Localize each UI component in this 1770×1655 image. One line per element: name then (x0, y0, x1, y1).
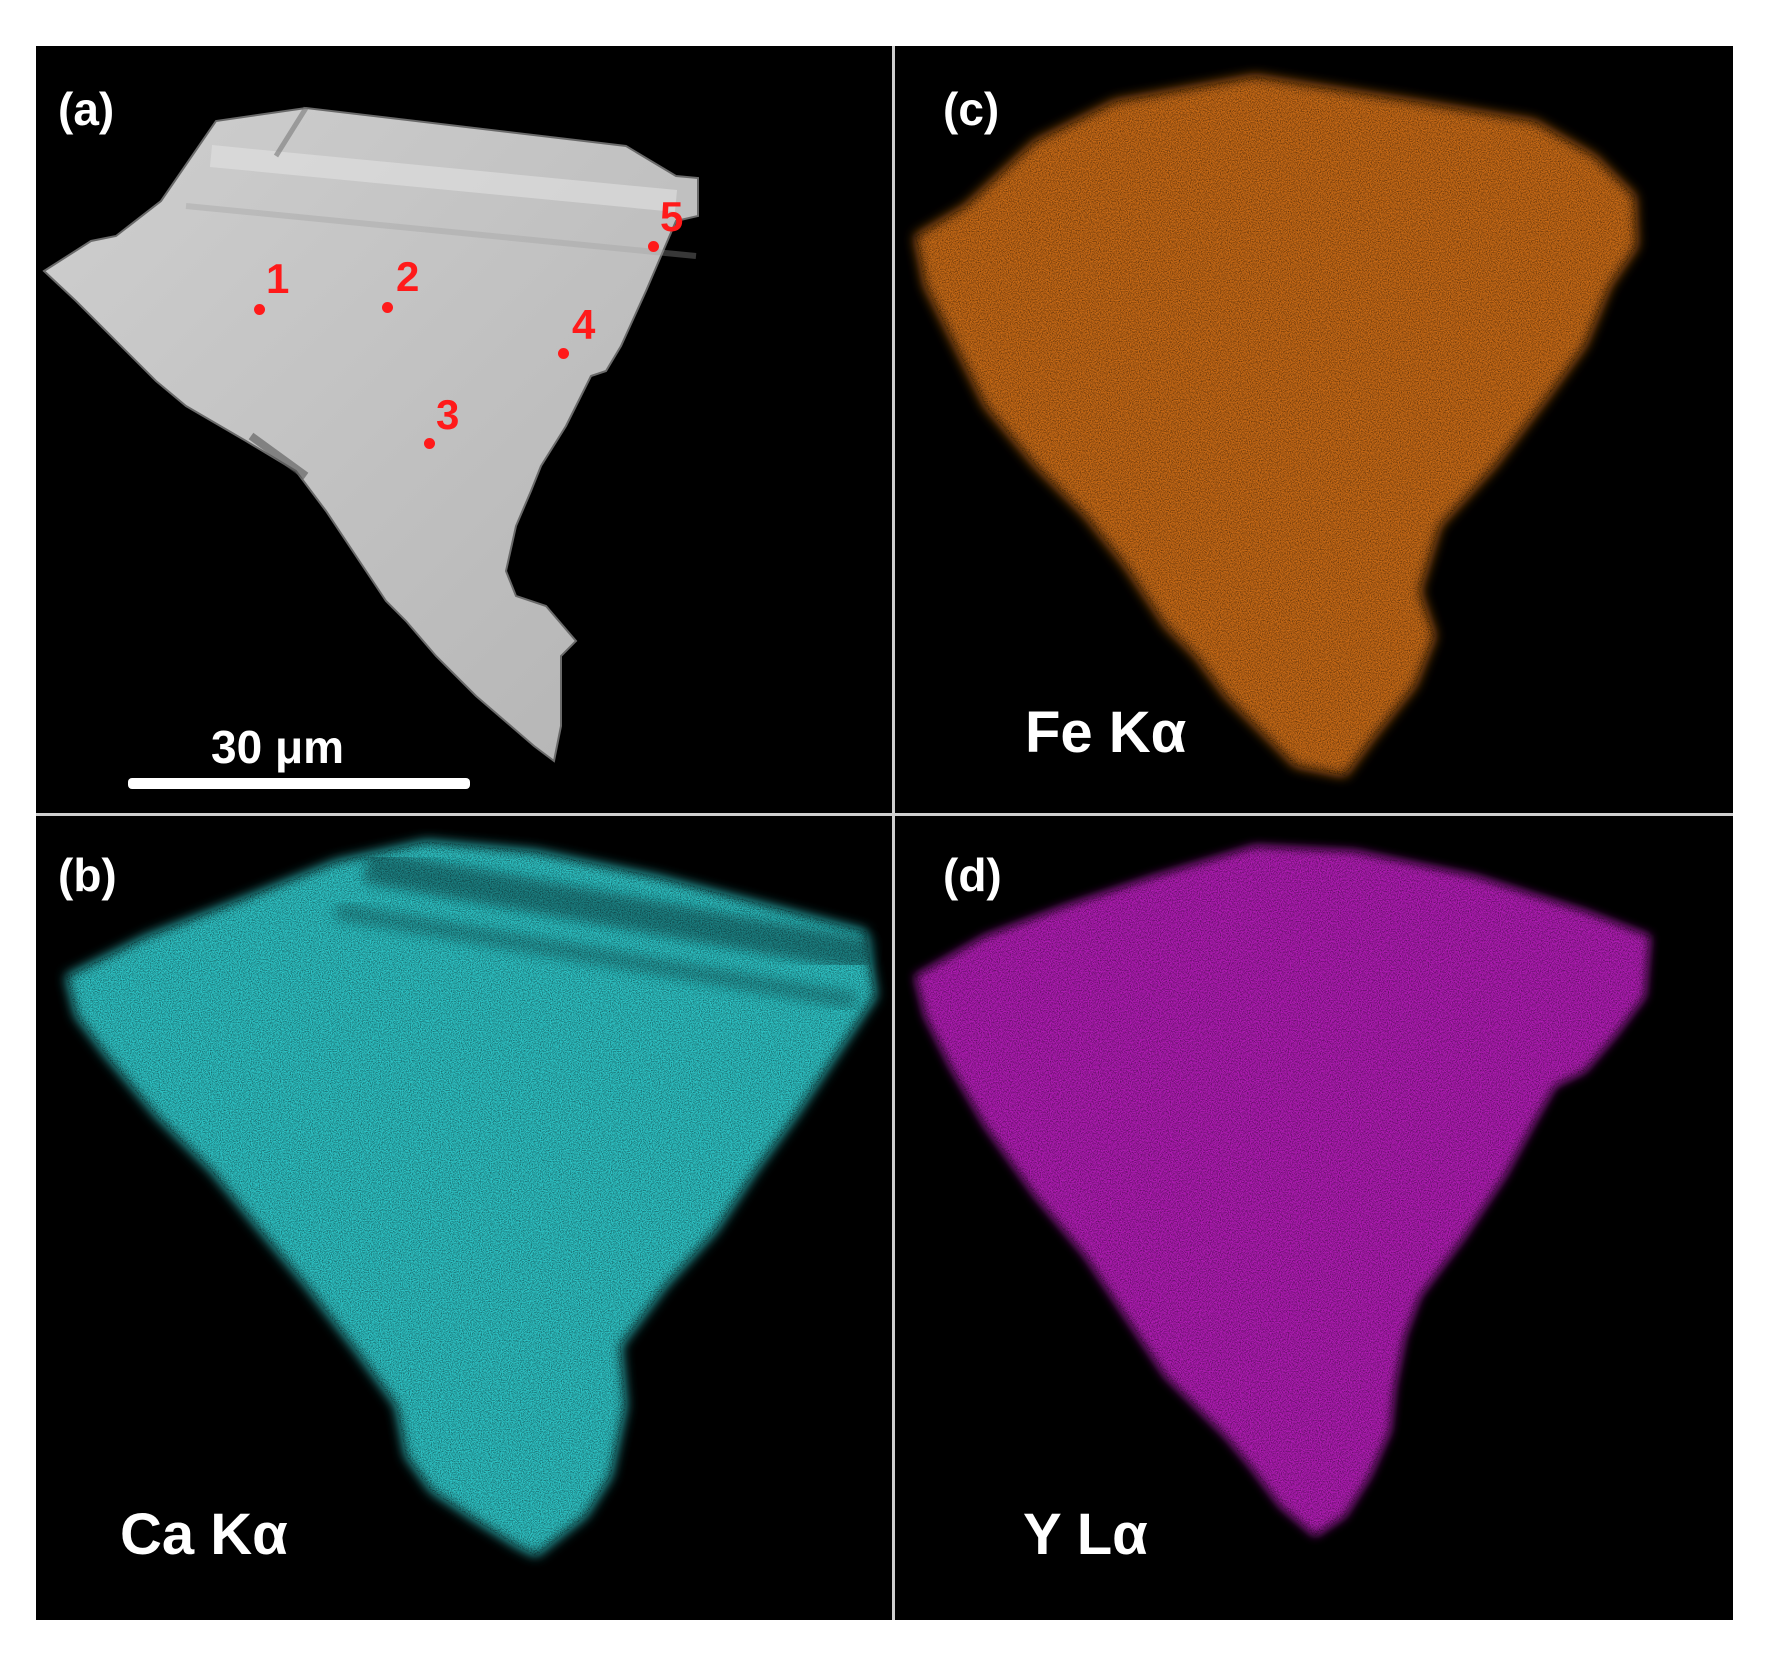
panel-label-a: (a) (58, 83, 115, 135)
point-label-2: 2 (396, 253, 420, 300)
element-label-ca: Ca Kα (120, 1502, 288, 1567)
measurement-point-1 (254, 304, 265, 315)
panel-b-ca-map: (b) Ca Kα (36, 816, 892, 1620)
measurement-point-3 (424, 438, 435, 449)
y-element-map (915, 846, 1650, 1536)
point-label-3: 3 (436, 391, 460, 438)
horizontal-divider (36, 813, 1733, 816)
vertical-divider (892, 46, 895, 1620)
point-label-5: 5 (660, 193, 684, 240)
panel-c-fe-map: (c) Fe Kα (895, 46, 1733, 813)
crystal-bse-image (42, 106, 699, 763)
element-label-y: Y Lα (1023, 1502, 1148, 1567)
point-label-4: 4 (572, 301, 596, 348)
fe-element-map (915, 76, 1637, 776)
measurement-point-4 (558, 348, 569, 359)
point-label-1: 1 (266, 255, 290, 302)
panel-label-d: (d) (943, 849, 1002, 901)
figure: (a) 1 2 3 4 5 30 μm (36, 46, 1733, 1620)
element-label-fe: Fe Kα (1025, 700, 1187, 765)
ca-element-map (66, 841, 876, 1556)
panel-label-b: (b) (58, 849, 117, 901)
scale-bar (128, 778, 470, 789)
panel-d-y-map: (d) Y Lα (895, 816, 1733, 1620)
crystal-grain (42, 106, 699, 763)
measurement-point-2 (382, 302, 393, 313)
scale-bar-label: 30 μm (211, 721, 344, 773)
panel-a-bse-image: (a) 1 2 3 4 5 30 μm (36, 46, 892, 813)
measurement-point-5 (648, 241, 659, 252)
panel-label-c: (c) (943, 83, 1000, 135)
